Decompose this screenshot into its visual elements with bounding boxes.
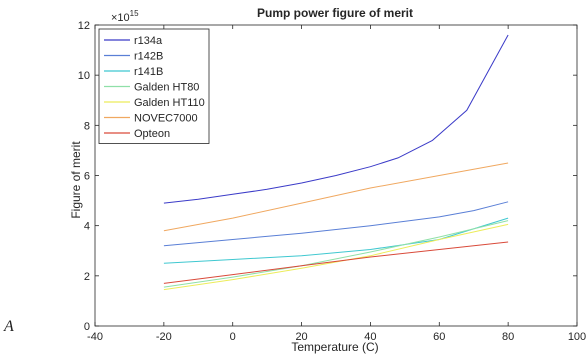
y-tick-label: 10 [78,70,90,82]
axis-ticks: -40 -20 0 20 40 60 80 100 0 2 4 6 8 10 12 [78,20,586,343]
x-tick-label: -20 [156,331,172,343]
legend: r134a r142B r141B Galden HT80 Galden HT110 NO… [98,28,210,144]
y-tick-label: 12 [78,20,90,32]
stray-glyph: A [4,318,14,335]
x-tick-label: 60 [433,331,445,343]
legend-label: r142B [134,51,163,63]
series-line-novec7000 [163,162,509,232]
legend-label: NOVEC7000 [134,113,198,125]
x-axis-label: Temperature (C) [291,340,378,354]
y-tick-label: 8 [84,120,90,132]
y-axis-exponent: ×1015 [111,9,139,24]
y-tick-label: 4 [84,221,90,233]
y-exponent-base: ×10 [111,12,130,24]
legend-label: Galden HT110 [134,97,205,109]
legend-label: Opteon [134,128,170,140]
x-tick-label: 100 [568,331,586,343]
legend-label: Galden HT80 [134,82,199,94]
svg-text:×1015: ×1015 [111,9,139,24]
y-tick-label: 6 [84,171,90,183]
x-tick-label: 80 [502,331,514,343]
y-axis-label: Figure of merit [69,141,83,219]
legend-label: r141B [134,66,163,78]
y-tick-label: 2 [84,271,90,283]
series-line-r142b [163,201,509,247]
series-line-galden-ht80 [163,220,509,288]
series-line-r141b [163,217,509,264]
chart-title: Pump power figure of merit [257,6,413,20]
series-line-r134a [163,34,509,204]
series-line-opteon [163,241,509,284]
x-tick-label: 40 [364,331,376,343]
y-tick-label: 0 [84,321,90,333]
legend-label: r134a [134,35,163,47]
x-tick-label: 20 [295,331,307,343]
x-tick-label: -40 [87,331,103,343]
series-lines [163,34,509,291]
series-line-galden-ht110 [163,223,509,291]
y-exponent-power: 15 [130,9,139,18]
x-tick-label: 0 [230,331,236,343]
